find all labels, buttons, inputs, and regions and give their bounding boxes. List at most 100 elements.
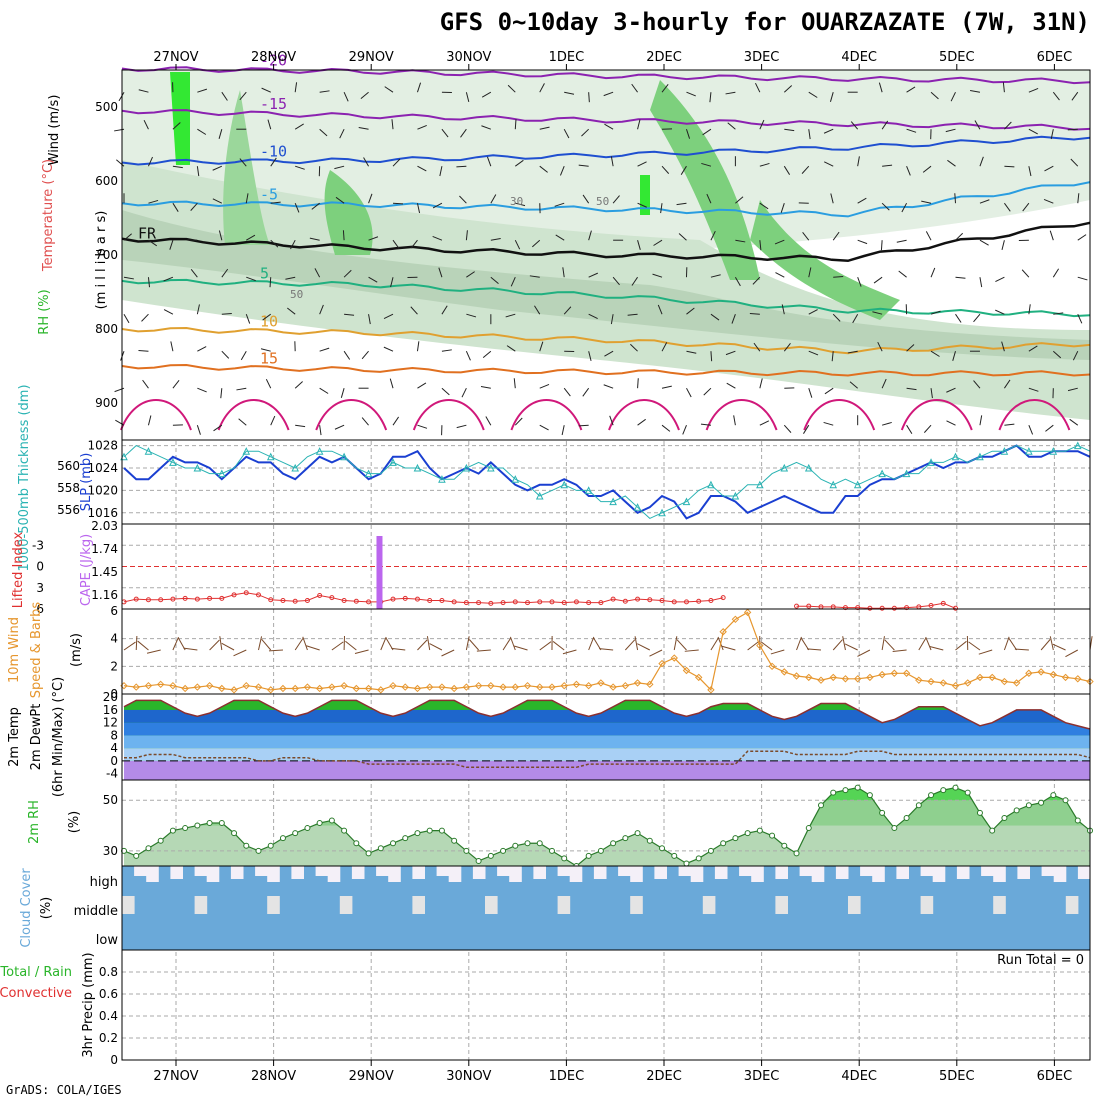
wind-barb xyxy=(295,424,306,428)
wind-barb xyxy=(898,270,907,278)
wind-barb xyxy=(539,126,550,130)
wind-barb xyxy=(389,378,394,389)
wind-barb xyxy=(749,313,760,315)
wind-barb xyxy=(604,123,614,130)
cloud-gap-high xyxy=(436,866,450,876)
wind10-label: 10m Wind xyxy=(7,617,22,683)
wind-point xyxy=(621,681,630,690)
wind-barb xyxy=(702,128,712,136)
wind-barb xyxy=(246,276,256,282)
wind-barb xyxy=(653,239,663,246)
wind-barb xyxy=(294,203,300,213)
wind-barb xyxy=(197,128,207,135)
thickness-point xyxy=(1049,447,1058,455)
wind-point xyxy=(413,684,422,693)
wind-point xyxy=(658,659,666,668)
thickness-point xyxy=(927,458,935,466)
frame-precip xyxy=(121,949,1091,1061)
wind-point xyxy=(205,681,214,690)
wind-point xyxy=(743,608,752,617)
wind-barb xyxy=(339,128,345,139)
wind-barb-10m xyxy=(219,636,223,651)
temperature-panel xyxy=(122,699,1091,780)
wind-barb xyxy=(190,269,198,278)
wind-barb-10m xyxy=(539,641,552,651)
cloud-gap-mid xyxy=(485,896,498,914)
cloud-gap-high xyxy=(714,866,728,879)
wind-point xyxy=(902,669,911,677)
rh-contour-label: 50 xyxy=(290,288,303,301)
wind-barb xyxy=(482,350,492,359)
cloud-gap-high xyxy=(920,866,934,876)
wind-barb xyxy=(213,424,223,432)
thickness-point xyxy=(462,463,471,472)
wind-barb xyxy=(534,305,541,315)
wind-barb xyxy=(906,166,911,176)
wind-barb-10m xyxy=(331,641,344,651)
rh2m-label: 2m RH xyxy=(27,800,42,844)
cloud-gap-high xyxy=(327,866,341,882)
wind-point xyxy=(768,662,776,671)
wind-barb xyxy=(946,420,956,426)
wind-barb xyxy=(752,276,761,285)
upper-temp-label: Temperature (°C) xyxy=(41,159,56,272)
rh-point xyxy=(1050,792,1057,799)
cloud-gap-high xyxy=(993,866,1006,882)
wind-barb xyxy=(294,123,304,130)
wind-barb xyxy=(363,157,369,167)
upper-wind-label: Wind (m/s) xyxy=(47,95,62,166)
wind-tick: 2 xyxy=(110,659,118,673)
rh-point xyxy=(732,835,739,842)
wind-barb xyxy=(138,89,149,93)
wind-barb xyxy=(1067,128,1078,131)
wind-barb xyxy=(510,276,516,287)
rh-point xyxy=(133,852,140,859)
date-label-top: 1DEC xyxy=(549,50,585,65)
wind-barb xyxy=(686,129,691,139)
wind-barb xyxy=(784,128,795,132)
wind-barb xyxy=(686,307,695,315)
wind-point xyxy=(939,679,947,687)
rh-point xyxy=(854,784,861,791)
precip-tick: 0.4 xyxy=(99,1009,118,1023)
dewpoint-line xyxy=(124,750,1091,769)
wind-barb xyxy=(239,91,247,101)
wind-barb xyxy=(172,122,181,130)
wind-barb xyxy=(416,203,421,214)
rh-point xyxy=(671,852,678,859)
wind-barb-10m xyxy=(354,649,369,654)
wind-barb xyxy=(637,119,641,130)
cloud-gap-high xyxy=(376,866,389,876)
wind-barb-10m xyxy=(509,636,516,651)
wind-barb xyxy=(123,233,132,241)
wind-barb-10m xyxy=(760,641,773,651)
rh-shade-3 xyxy=(170,72,190,165)
wind-barb xyxy=(417,124,427,130)
isotherm-15 xyxy=(121,363,1091,377)
wind-barb xyxy=(970,89,981,93)
wind-barb xyxy=(780,203,785,213)
isotherm-5 xyxy=(121,278,1091,318)
rh-tick: 50 xyxy=(103,793,118,807)
wind-barb xyxy=(267,119,272,130)
wind-barb xyxy=(441,305,448,315)
wind-barb xyxy=(262,313,272,321)
rh-point xyxy=(463,847,470,854)
wind-point xyxy=(156,680,165,689)
wind-barb xyxy=(881,120,889,130)
wind-barb xyxy=(196,166,200,177)
wind-barb xyxy=(368,276,378,283)
wind-point xyxy=(1061,673,1070,682)
rh-point xyxy=(610,840,617,847)
cloud-gap-mid xyxy=(557,896,571,914)
wind-point xyxy=(377,686,385,694)
wind-barb xyxy=(930,388,933,399)
wind-barb xyxy=(831,351,834,362)
wind-barb-10m xyxy=(796,636,802,651)
wind-barb xyxy=(930,267,936,278)
wind-barb xyxy=(637,161,647,167)
rh-point xyxy=(304,825,311,832)
wind-tick: 6 xyxy=(110,604,118,618)
wind-barb xyxy=(955,276,966,279)
wind-barb xyxy=(441,128,449,138)
